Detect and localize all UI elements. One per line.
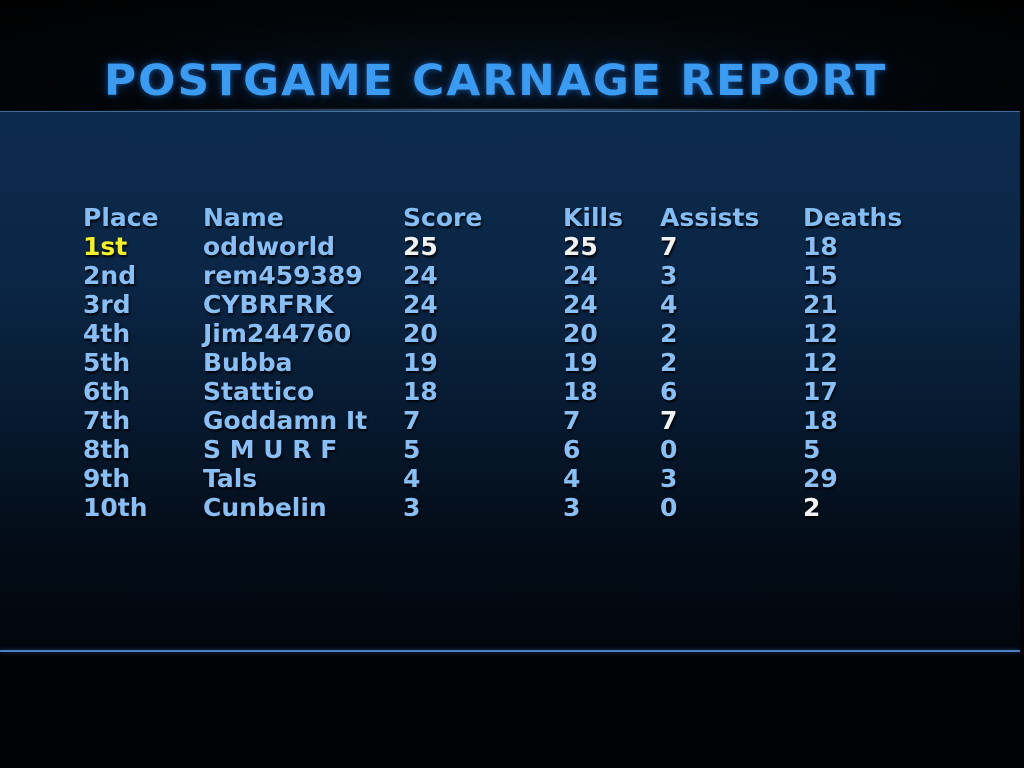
header-name: Name <box>203 203 284 232</box>
player-name: Stattico <box>203 377 315 406</box>
place: 5th <box>83 348 131 377</box>
score: 7 <box>403 406 421 435</box>
score: 24 <box>403 261 438 290</box>
score: 25 <box>403 232 438 261</box>
assists: 3 <box>660 261 678 290</box>
kills: 3 <box>563 493 581 522</box>
score: 24 <box>403 290 438 319</box>
assists: 0 <box>660 435 678 464</box>
deaths: 15 <box>803 261 838 290</box>
kills: 19 <box>563 348 598 377</box>
deaths: 12 <box>803 319 838 348</box>
score: 4 <box>403 464 421 493</box>
deaths: 17 <box>803 377 838 406</box>
kills: 4 <box>563 464 581 493</box>
player-name: Tals <box>203 464 258 493</box>
kills: 7 <box>563 406 581 435</box>
score: 19 <box>403 348 438 377</box>
header-assists: Assists <box>660 203 760 232</box>
place: 8th <box>83 435 131 464</box>
place: 9th <box>83 464 131 493</box>
score: 20 <box>403 319 438 348</box>
player-name: rem459389 <box>203 261 363 290</box>
score: 18 <box>403 377 438 406</box>
place: 7th <box>83 406 131 435</box>
deaths: 29 <box>803 464 838 493</box>
player-name: CYBRFRK <box>203 290 334 319</box>
deaths: 5 <box>803 435 821 464</box>
assists: 4 <box>660 290 678 319</box>
assists: 2 <box>660 348 678 377</box>
assists: 0 <box>660 493 678 522</box>
deaths: 12 <box>803 348 838 377</box>
header-score: Score <box>403 203 483 232</box>
deaths: 21 <box>803 290 838 319</box>
header-place: Place <box>83 203 159 232</box>
assists: 7 <box>660 232 678 261</box>
place: 3rd <box>83 290 131 319</box>
place: 1st <box>83 232 128 261</box>
player-name: oddworld <box>203 232 336 261</box>
deaths: 18 <box>803 232 838 261</box>
assists: 6 <box>660 377 678 406</box>
player-name: Bubba <box>203 348 293 377</box>
page-title: POSTGAME CARNAGE REPORT <box>104 56 888 106</box>
place: 4th <box>83 319 131 348</box>
place: 2nd <box>83 261 137 290</box>
header-kills: Kills <box>563 203 623 232</box>
assists: 2 <box>660 319 678 348</box>
header-deaths: Deaths <box>803 203 903 232</box>
player-name: Cunbelin <box>203 493 327 522</box>
panel-bottom-divider <box>0 650 1020 652</box>
score: 3 <box>403 493 421 522</box>
kills: 20 <box>563 319 598 348</box>
report-panel <box>0 111 1020 652</box>
deaths: 18 <box>803 406 838 435</box>
kills: 24 <box>563 290 598 319</box>
player-name: S M U R F <box>203 435 338 464</box>
assists: 7 <box>660 406 678 435</box>
deaths: 2 <box>803 493 821 522</box>
kills: 25 <box>563 232 598 261</box>
kills: 6 <box>563 435 581 464</box>
kills: 24 <box>563 261 598 290</box>
place: 6th <box>83 377 131 406</box>
assists: 3 <box>660 464 678 493</box>
panel-top-divider <box>60 108 940 112</box>
kills: 18 <box>563 377 598 406</box>
player-name: Goddamn It <box>203 406 368 435</box>
title-area <box>0 0 1024 112</box>
player-name: Jim244760 <box>203 319 352 348</box>
score: 5 <box>403 435 421 464</box>
place: 10th <box>83 493 148 522</box>
